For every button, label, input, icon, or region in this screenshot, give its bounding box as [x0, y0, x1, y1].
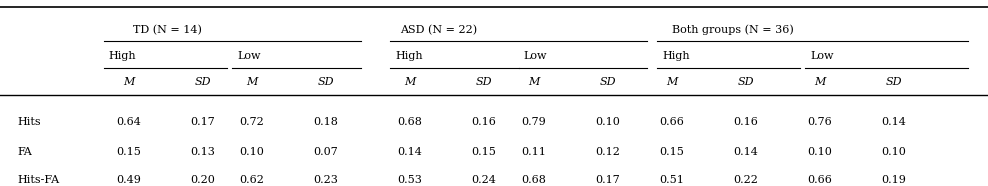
Text: FA: FA — [18, 147, 33, 157]
Text: 0.64: 0.64 — [116, 117, 141, 127]
Text: 0.14: 0.14 — [881, 117, 907, 127]
Text: 0.20: 0.20 — [190, 175, 215, 185]
Text: SD: SD — [600, 77, 616, 87]
Text: 0.24: 0.24 — [471, 175, 497, 185]
Text: Low: Low — [524, 51, 547, 61]
Text: SD: SD — [195, 77, 210, 87]
Text: M: M — [123, 77, 134, 87]
Text: 0.53: 0.53 — [397, 175, 423, 185]
Text: 0.79: 0.79 — [521, 117, 546, 127]
Text: 0.10: 0.10 — [595, 117, 620, 127]
Text: 0.68: 0.68 — [521, 175, 546, 185]
Text: 0.15: 0.15 — [116, 147, 141, 157]
Text: M: M — [246, 77, 258, 87]
Text: M: M — [528, 77, 539, 87]
Text: SD: SD — [318, 77, 334, 87]
Text: 0.14: 0.14 — [397, 147, 423, 157]
Text: 0.49: 0.49 — [116, 175, 141, 185]
Text: Hits-FA: Hits-FA — [18, 175, 60, 185]
Text: 0.17: 0.17 — [190, 117, 215, 127]
Text: M: M — [814, 77, 826, 87]
Text: M: M — [404, 77, 416, 87]
Text: 0.16: 0.16 — [471, 117, 497, 127]
Text: 0.66: 0.66 — [807, 175, 833, 185]
Text: 0.18: 0.18 — [313, 117, 339, 127]
Text: 0.17: 0.17 — [595, 175, 620, 185]
Text: 0.11: 0.11 — [521, 147, 546, 157]
Text: Low: Low — [237, 51, 261, 61]
Text: 0.12: 0.12 — [595, 147, 620, 157]
Text: 0.22: 0.22 — [733, 175, 759, 185]
Text: 0.68: 0.68 — [397, 117, 423, 127]
Text: 0.10: 0.10 — [239, 147, 265, 157]
Text: 0.66: 0.66 — [659, 117, 685, 127]
Text: M: M — [666, 77, 678, 87]
Text: 0.72: 0.72 — [239, 117, 265, 127]
Text: Both groups (N = 36): Both groups (N = 36) — [672, 25, 793, 35]
Text: 0.23: 0.23 — [313, 175, 339, 185]
Text: 0.19: 0.19 — [881, 175, 907, 185]
Text: 0.15: 0.15 — [471, 147, 497, 157]
Text: 0.62: 0.62 — [239, 175, 265, 185]
Text: SD: SD — [738, 77, 754, 87]
Text: 0.15: 0.15 — [659, 147, 685, 157]
Text: TD (N = 14): TD (N = 14) — [133, 25, 203, 35]
Text: 0.10: 0.10 — [881, 147, 907, 157]
Text: 0.51: 0.51 — [659, 175, 685, 185]
Text: Low: Low — [810, 51, 834, 61]
Text: 0.16: 0.16 — [733, 117, 759, 127]
Text: 0.14: 0.14 — [733, 147, 759, 157]
Text: 0.76: 0.76 — [807, 117, 833, 127]
Text: 0.13: 0.13 — [190, 147, 215, 157]
Text: High: High — [395, 51, 423, 61]
Text: ASD (N = 22): ASD (N = 22) — [400, 25, 477, 35]
Text: SD: SD — [476, 77, 492, 87]
Text: High: High — [662, 51, 690, 61]
Text: 0.10: 0.10 — [807, 147, 833, 157]
Text: High: High — [109, 51, 136, 61]
Text: Hits: Hits — [18, 117, 41, 127]
Text: SD: SD — [886, 77, 902, 87]
Text: 0.07: 0.07 — [313, 147, 339, 157]
